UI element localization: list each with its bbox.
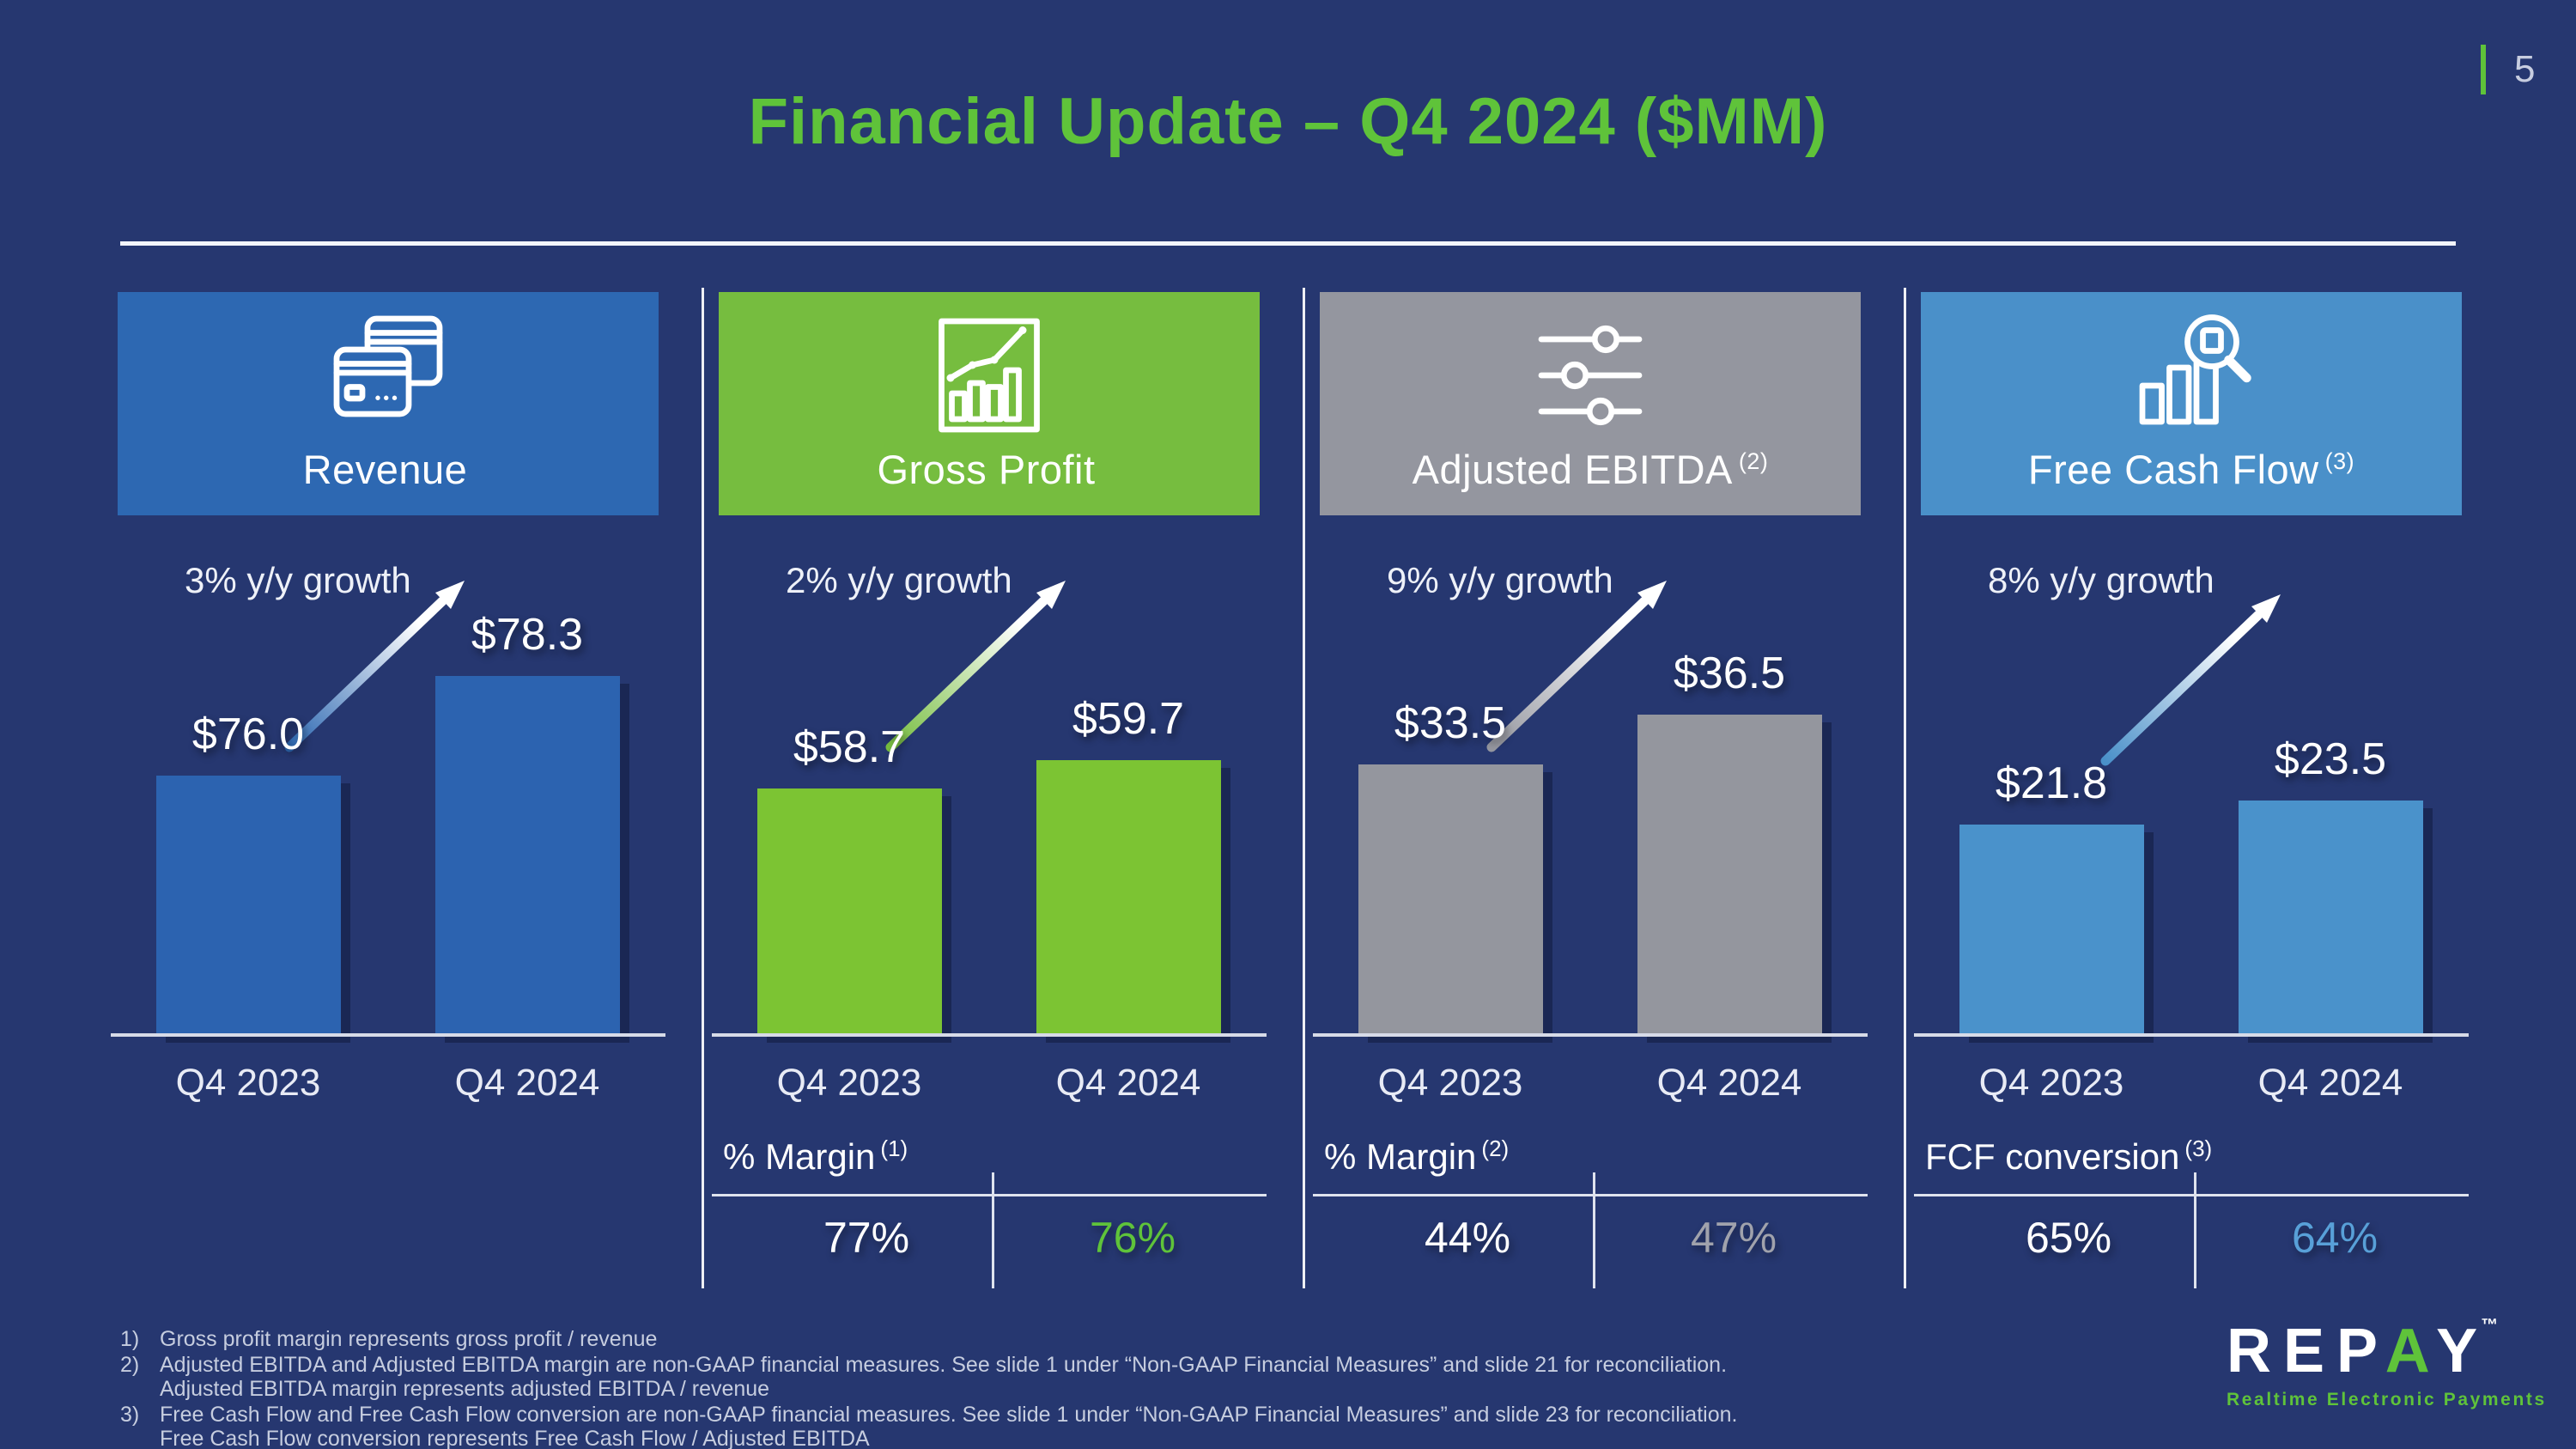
repay-logo: REPAY™ Realtime Electronic Payments xyxy=(2227,1316,2547,1410)
margin-divider xyxy=(1593,1172,1595,1288)
sliders-icon xyxy=(1538,325,1643,426)
footnote-number: 3) xyxy=(120,1403,140,1427)
bar-q4-2024 xyxy=(1637,715,1822,1035)
bar-q4-2023 xyxy=(1959,825,2144,1035)
fcf-value-2024: 64% xyxy=(2291,1214,2379,1262)
trademark-symbol: ™ xyxy=(2481,1316,2499,1335)
bar-value-label: $21.8 xyxy=(1995,758,2108,808)
panel-divider xyxy=(1904,288,1906,1288)
bar-chart-trend-icon xyxy=(939,318,1040,433)
margin-value-2023: 77% xyxy=(823,1214,910,1262)
margin-value-2024: 76% xyxy=(1089,1214,1176,1262)
bar-q4-2023 xyxy=(156,776,341,1035)
repay-wordmark: REPAY™ xyxy=(2227,1316,2499,1385)
bar-q4-2024 xyxy=(435,676,620,1035)
x-axis-line xyxy=(712,1033,1267,1037)
chart-magnifier-icon xyxy=(2139,314,2251,425)
margin-label: % Margin (1) xyxy=(723,1135,908,1177)
panel-divider xyxy=(1303,288,1305,1288)
panel-revenue: Revenue 3% y/y growth $76.0 $78.3 Q4 202… xyxy=(111,0,665,1449)
footnote-text: Gross profit margin represents gross pro… xyxy=(160,1327,658,1351)
panel-title: Revenue xyxy=(302,447,468,492)
x-axis-label: Q4 2023 xyxy=(1377,1062,1523,1104)
growth-arrow-icon xyxy=(1486,581,1667,752)
bar-value-label: $78.3 xyxy=(471,610,584,660)
credit-cards-icon xyxy=(333,315,443,417)
growth-arrow-icon xyxy=(2100,594,2281,766)
bar-q4-2024 xyxy=(1036,760,1221,1035)
fcf-header-card: Free Cash Flow (3) xyxy=(1921,292,2462,515)
footnote-text: Free Cash Flow and Free Cash Flow conver… xyxy=(160,1403,1738,1449)
revenue-header-card: Revenue xyxy=(118,292,659,515)
panel-title: Gross Profit xyxy=(877,447,1096,492)
fcf-divider xyxy=(2194,1172,2196,1288)
page-number: 5 xyxy=(2514,48,2536,90)
x-axis-line xyxy=(111,1033,665,1037)
repay-tagline: Realtime Electronic Payments xyxy=(2227,1390,2547,1409)
title-superscript: (2) xyxy=(1738,448,1769,475)
footnote-3: 3) Free Cash Flow and Free Cash Flow con… xyxy=(120,1403,1737,1449)
x-axis-label: Q4 2024 xyxy=(454,1062,600,1104)
gross-profit-header-card: Gross Profit xyxy=(719,292,1260,515)
bar-value-label: $59.7 xyxy=(1072,694,1185,744)
title-divider xyxy=(120,241,2456,246)
growth-annotation: 2% y/y growth xyxy=(786,560,1012,600)
fcf-conversion-label: FCF conversion (3) xyxy=(1925,1135,2213,1177)
margin-divider xyxy=(992,1172,994,1288)
growth-arrow-icon xyxy=(885,581,1066,752)
x-axis-label: Q4 2023 xyxy=(776,1062,922,1104)
footnotes: 1) Gross profit margin represents gross … xyxy=(120,1327,1737,1449)
margin-label: % Margin (2) xyxy=(1324,1135,1510,1177)
bar-q4-2024 xyxy=(2239,801,2423,1035)
footnote-2: 2) Adjusted EBITDA and Adjusted EBITDA m… xyxy=(120,1353,1737,1401)
bar-value-label: $36.5 xyxy=(1673,648,1786,698)
margin-value-2024: 47% xyxy=(1690,1214,1777,1262)
margin-rule xyxy=(1313,1194,1868,1196)
logo-green-letter: A xyxy=(2385,1317,2437,1385)
panel-adjusted-ebitda: Adjusted EBITDA (2) 9% y/y growth $33.5 $… xyxy=(1313,0,1868,1449)
x-axis-line xyxy=(1914,1033,2469,1037)
fcf-superscript: (3) xyxy=(2184,1135,2213,1161)
fcf-value-2023: 65% xyxy=(2025,1214,2112,1262)
x-axis-label: Q4 2024 xyxy=(2257,1062,2403,1104)
x-axis-label: Q4 2024 xyxy=(1055,1062,1201,1104)
panel-title: Free Cash Flow (3) xyxy=(2027,447,2355,492)
x-axis-line xyxy=(1313,1033,1868,1037)
page-title: Financial Update – Q4 2024 ($MM) xyxy=(748,85,1828,158)
bar-q4-2023 xyxy=(757,788,942,1035)
x-axis-label: Q4 2023 xyxy=(1978,1062,2124,1104)
footnote-number: 1) xyxy=(120,1327,140,1351)
growth-annotation: 9% y/y growth xyxy=(1387,560,1613,600)
panel-title: Adjusted EBITDA (2) xyxy=(1412,447,1769,492)
bar-q4-2023 xyxy=(1358,764,1543,1035)
footnote-number: 2) xyxy=(120,1353,140,1377)
panel-free-cash-flow: Free Cash Flow (3) 8% y/y growth $21.8 $2… xyxy=(1914,0,2469,1449)
bar-value-label: $58.7 xyxy=(793,722,906,772)
growth-annotation: 3% y/y growth xyxy=(185,560,411,600)
ebitda-header-card: Adjusted EBITDA (2) xyxy=(1320,292,1861,515)
footnote-1: 1) Gross profit margin represents gross … xyxy=(120,1327,1737,1351)
growth-arrow-icon xyxy=(284,581,465,752)
fcf-rule xyxy=(1914,1194,2469,1196)
margin-value-2023: 44% xyxy=(1424,1214,1511,1262)
panel-divider xyxy=(702,288,704,1288)
bar-value-label: $76.0 xyxy=(191,709,305,759)
footnote-text: Adjusted EBITDA and Adjusted EBITDA marg… xyxy=(160,1353,1728,1401)
x-axis-label: Q4 2023 xyxy=(175,1062,321,1104)
panel-gross-profit: Gross Profit 2% y/y growth $58.7 $59.7 Q… xyxy=(712,0,1267,1449)
margin-rule xyxy=(712,1194,1267,1196)
x-axis-label: Q4 2024 xyxy=(1656,1062,1802,1104)
page-accent-bar xyxy=(2481,45,2486,94)
bar-value-label: $33.5 xyxy=(1394,698,1507,748)
margin-superscript: (1) xyxy=(880,1135,908,1161)
margin-superscript: (2) xyxy=(1481,1135,1510,1161)
title-superscript: (3) xyxy=(2324,448,2355,475)
growth-annotation: 8% y/y growth xyxy=(1988,560,2215,600)
bar-value-label: $23.5 xyxy=(2274,734,2387,784)
